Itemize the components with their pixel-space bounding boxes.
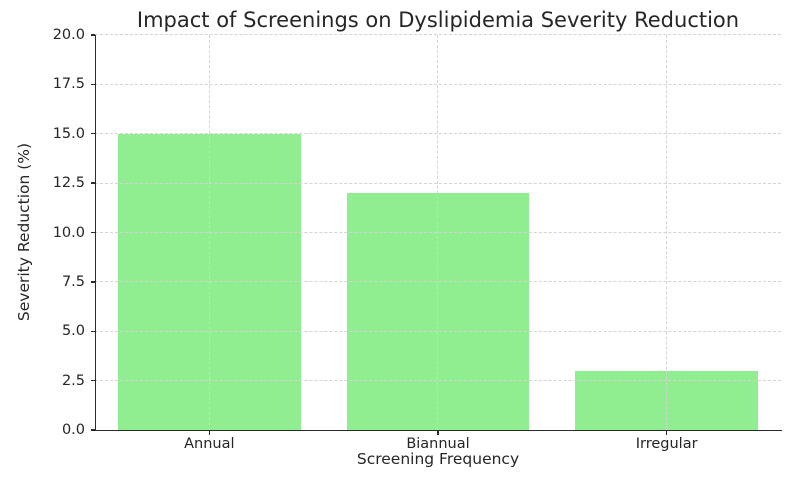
x-tick-label: Biannual — [406, 436, 470, 452]
y-tick-label: 7.5 — [61, 273, 85, 290]
y-tick-mark — [90, 330, 95, 332]
gridline-vertical — [437, 35, 439, 430]
y-tick-mark — [90, 281, 95, 283]
x-tick-mark — [666, 430, 668, 435]
y-tick-mark — [90, 429, 95, 431]
y-tick-label: 10.0 — [52, 224, 85, 241]
gridline-horizontal — [95, 34, 781, 36]
y-tick-mark — [90, 379, 95, 382]
x-tick-label: Irregular — [635, 436, 698, 452]
gridline-vertical — [208, 35, 210, 430]
y-tick-mark — [90, 231, 95, 234]
x-axis-label: Screening Frequency — [356, 450, 520, 468]
y-tick-mark — [90, 182, 95, 184]
y-tick-mark — [90, 34, 95, 36]
x-tick-mark — [437, 430, 439, 435]
y-tick-label: 12.5 — [52, 175, 85, 192]
y-tick-mark — [90, 133, 95, 135]
x-tick-mark — [208, 430, 210, 435]
y-tick-mark — [90, 83, 95, 86]
y-tick-label: 15.0 — [52, 125, 85, 142]
x-tick-label: Annual — [184, 436, 235, 452]
gridline-vertical — [666, 35, 668, 430]
y-tick-label: 0.0 — [61, 422, 85, 438]
chart-title: Impact of Screenings on Dyslipidemia Sev… — [136, 8, 740, 32]
y-tick-label: 2.5 — [61, 372, 85, 389]
y-tick-label: 20.0 — [52, 27, 85, 43]
y-tick-label: 17.5 — [52, 76, 85, 93]
y-tick-label: 5.0 — [61, 323, 85, 340]
